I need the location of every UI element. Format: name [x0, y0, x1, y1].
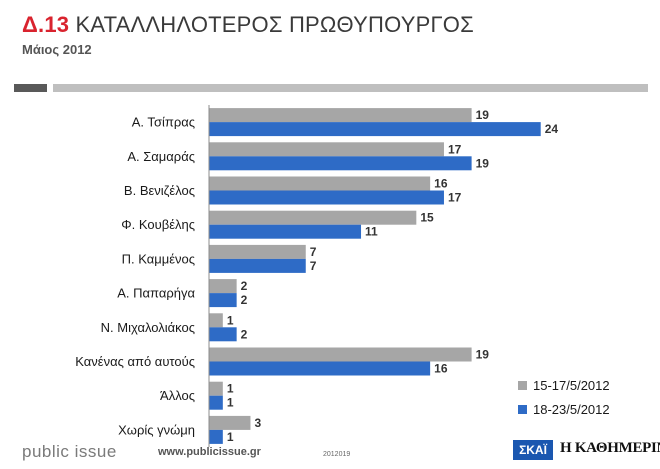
data-label-series-1: 1	[227, 313, 234, 327]
bar-series-1	[209, 279, 237, 294]
data-label-series-2: 19	[476, 156, 490, 170]
bar-series-2	[209, 429, 223, 444]
chart-subtitle: Μάιος 2012	[22, 42, 92, 57]
title-number: Δ.13	[22, 12, 70, 37]
category-label: Άλλος	[160, 388, 195, 403]
data-label-series-1: 7	[310, 245, 317, 259]
category-label: Κανένας από αυτούς	[75, 354, 195, 369]
data-label-series-2: 7	[310, 259, 317, 273]
data-label-series-2: 11	[365, 225, 378, 239]
data-label-series-2: 16	[434, 362, 448, 376]
data-label-series-1: 15	[420, 211, 434, 225]
category-label: Φ. Κουβέλης	[121, 217, 195, 232]
skai-logo: ΣΚΑΪ	[513, 440, 553, 460]
bar-series-2	[209, 122, 541, 137]
chart-legend: 15-17/5/2012 18-23/5/2012	[518, 373, 610, 421]
publicissue-url-link[interactable]: www.publicissue.gr	[158, 446, 261, 458]
title-text: ΚΑΤΑΛΛΗΛΟΤΕΡΟΣ ΠΡΩΘΥΠΟΥΡΓΟΣ	[75, 12, 474, 37]
data-label-series-2: 1	[227, 430, 234, 444]
data-label-series-1: 2	[241, 279, 248, 293]
category-label: Ν. Μιχαλολιάκος	[101, 320, 195, 335]
legend-swatch-series-1	[518, 380, 527, 390]
category-label: Α. Παπαρήγα	[117, 286, 195, 301]
header-divider-dark	[14, 84, 47, 92]
data-label-series-2: 1	[227, 396, 234, 410]
legend-label-series-2: 18-23/5/2012	[533, 401, 610, 417]
bar-series-2	[209, 395, 223, 410]
legend-item-series-1: 15-17/5/2012	[518, 373, 610, 397]
category-label: Α. Σαμαράς	[127, 149, 195, 164]
bar-series-1	[209, 381, 223, 396]
data-label-series-1: 19	[476, 108, 490, 122]
bar-series-1	[209, 313, 223, 328]
publicissue-brand: public issue	[22, 442, 117, 461]
bar-series-2	[209, 258, 306, 273]
data-label-series-1: 16	[434, 177, 448, 191]
data-label-series-1: 3	[254, 416, 261, 430]
legend-label-series-1: 15-17/5/2012	[533, 377, 610, 393]
bar-series-2	[209, 156, 472, 171]
bar-series-1	[209, 108, 472, 123]
data-label-series-2: 2	[241, 327, 248, 341]
data-label-series-1: 1	[227, 382, 234, 396]
legend-swatch-series-2	[518, 404, 527, 414]
bar-series-2	[209, 327, 237, 342]
bar-series-2	[209, 293, 237, 308]
category-label: Α. Τσίπρας	[132, 115, 195, 130]
bar-series-1	[209, 142, 444, 157]
category-label: Β. Βενιζέλος	[124, 183, 195, 198]
data-label-series-1: 19	[476, 348, 490, 362]
bar-series-1	[209, 347, 472, 362]
data-label-series-2: 2	[241, 293, 248, 307]
header-divider-light	[53, 84, 648, 92]
bar-series-1	[209, 210, 417, 225]
bar-series-2	[209, 224, 362, 239]
data-label-series-2: 24	[545, 122, 559, 136]
bar-series-1	[209, 176, 431, 191]
data-label-series-1: 17	[448, 142, 462, 156]
bar-series-1	[209, 244, 306, 259]
kathimerini-logo: Η ΚΑΘΗΜΕΡΙΝΗ	[560, 440, 660, 456]
bar-series-2	[209, 190, 444, 205]
bar-series-1	[209, 415, 251, 430]
legend-item-series-2: 18-23/5/2012	[518, 397, 610, 421]
survey-code: 2012019	[323, 451, 351, 458]
data-label-series-2: 17	[448, 191, 462, 205]
bar-series-2	[209, 361, 431, 376]
category-label: Π. Καμμένος	[122, 251, 195, 266]
category-label: Χωρίς γνώμη	[118, 422, 195, 437]
chart-title: Δ.13 ΚΑΤΑΛΛΗΛΟΤΕΡΟΣ ΠΡΩΘΥΠΟΥΡΓΟΣ	[22, 12, 474, 38]
